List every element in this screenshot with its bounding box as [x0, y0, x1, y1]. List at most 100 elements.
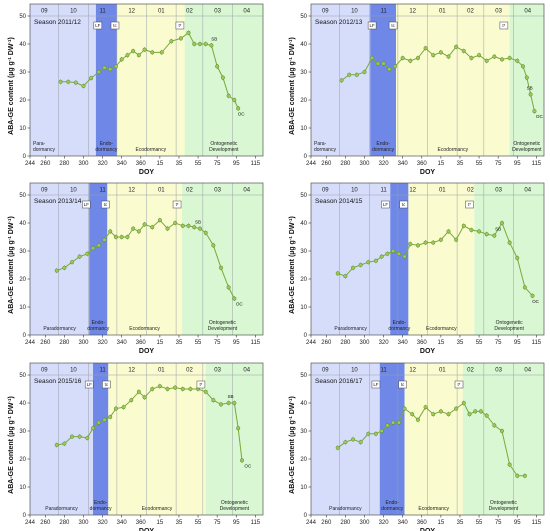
series-line: [337, 402, 525, 477]
endodormancy-band: [370, 4, 396, 156]
month-label: 10: [351, 188, 358, 194]
data-point: [131, 226, 136, 231]
y-axis-title: ABA-GE content (µg g-1 DW-1): [288, 37, 297, 135]
month-label: 01: [158, 368, 165, 374]
data-point: [391, 420, 396, 425]
data-point: [499, 428, 505, 434]
chart-panel: 09 10 11 12 01 02 03 04 0 10 20 30 40 50 244 260 280 300 3…: [288, 182, 545, 355]
endodormancy-band: [93, 363, 109, 515]
season-label: Season 2014/15: [315, 198, 363, 205]
event-label-OC: OC: [244, 463, 252, 468]
data-point: [113, 234, 118, 240]
paradormancy-band: [30, 4, 96, 156]
y-axis-title-part: ABA-GE content (: [8, 254, 15, 314]
phase-label-onto: Ontogenetic: [209, 320, 236, 326]
y-tick-label: 20: [300, 277, 307, 283]
data-point: [96, 243, 101, 248]
phase-label-onto: Development: [494, 326, 524, 332]
y-tick-label: 20: [300, 457, 307, 463]
data-point: [522, 473, 527, 478]
data-point: [173, 385, 178, 390]
data-point: [438, 50, 443, 55]
data-point: [165, 386, 170, 392]
data-point: [469, 55, 474, 61]
x-tick-label: 260: [321, 340, 332, 346]
phase-label-onto: Development: [209, 147, 239, 153]
event-box-tc: [110, 21, 120, 30]
data-point: [375, 61, 380, 66]
data-point: [373, 431, 378, 436]
y-axis-title-part: µg g: [289, 240, 296, 255]
data-point: [142, 395, 147, 400]
data-point: [522, 285, 527, 290]
x-tick-label: 280: [59, 161, 70, 167]
phase-label-onto: Ontogenetic: [221, 500, 248, 506]
month-label: 01: [158, 188, 165, 194]
x-tick-label: 55: [476, 340, 483, 346]
endodormancy-band: [390, 183, 409, 335]
event-box-tc: [102, 380, 111, 389]
x-tick-label: 320: [98, 161, 109, 167]
y-axis-title-part: ): [289, 396, 296, 398]
data-point: [150, 386, 155, 392]
month-label: 11: [99, 368, 106, 374]
data-point: [142, 47, 147, 52]
data-point: [62, 265, 67, 270]
x-tick-label: 340: [398, 520, 409, 526]
x-tick-label: 340: [117, 340, 128, 346]
data-point: [197, 226, 203, 231]
x-tick-label: 340: [117, 520, 128, 526]
month-label: 01: [158, 9, 165, 15]
chart-panel: 09 10 11 12 01 02 03 04 0 10 20 30 40 50 244 260 280 300 3…: [7, 362, 264, 531]
event-label-SB: SB: [527, 85, 533, 90]
month-label: 03: [495, 368, 502, 374]
data-point: [423, 46, 428, 51]
x-tick-label: 360: [136, 340, 147, 346]
data-point: [150, 50, 155, 55]
data-point: [402, 406, 407, 411]
data-point: [236, 426, 241, 431]
data-point: [226, 285, 231, 290]
event-label-SB: SB: [211, 36, 217, 41]
x-tick-label: 300: [78, 340, 89, 346]
month-label: 11: [99, 9, 106, 15]
x-tick-label: 260: [40, 340, 51, 346]
y-axis-title-part: µg g: [289, 61, 296, 76]
data-point: [157, 218, 162, 223]
paradormancy-band: [311, 183, 391, 335]
x-tick-label: 260: [321, 161, 332, 167]
x-tick-label: 75: [495, 340, 502, 346]
phase-label-endo: Endo-: [376, 141, 390, 147]
data-point: [477, 229, 482, 234]
y-tick-label: 10: [300, 485, 307, 491]
event-label-t*: t*: [199, 382, 202, 387]
data-point: [90, 246, 96, 251]
x-tick-label: 280: [59, 340, 70, 346]
x-tick-label: 115: [251, 340, 261, 346]
phase-label-eco: Ecodormancy: [136, 147, 167, 153]
y-axis-title-part: ): [8, 37, 15, 39]
data-point: [354, 72, 359, 77]
data-point: [484, 413, 489, 418]
phase-label-para: dormancy: [33, 147, 55, 153]
x-tick-label: 300: [359, 520, 370, 526]
data-point: [173, 220, 178, 226]
data-point: [492, 233, 497, 238]
y-axis-title-part: ABA-GE content (: [8, 75, 15, 135]
data-point: [373, 258, 378, 263]
y-tick-label: 20: [19, 457, 26, 463]
month-label: 10: [70, 9, 77, 15]
data-point: [178, 36, 183, 41]
data-point: [530, 293, 535, 298]
x-tick-label: 320: [98, 340, 109, 346]
event-label-tc: tc: [401, 382, 405, 387]
phase-label-endo: Endo-: [393, 320, 407, 326]
x-axis-title: DOY: [139, 528, 155, 531]
data-point: [347, 72, 352, 77]
y-tick-label: 0: [23, 513, 27, 519]
data-point: [169, 39, 174, 44]
y-axis-title-part: -1: [288, 218, 293, 222]
event-box-t*: [196, 380, 206, 389]
data-point: [69, 260, 75, 265]
